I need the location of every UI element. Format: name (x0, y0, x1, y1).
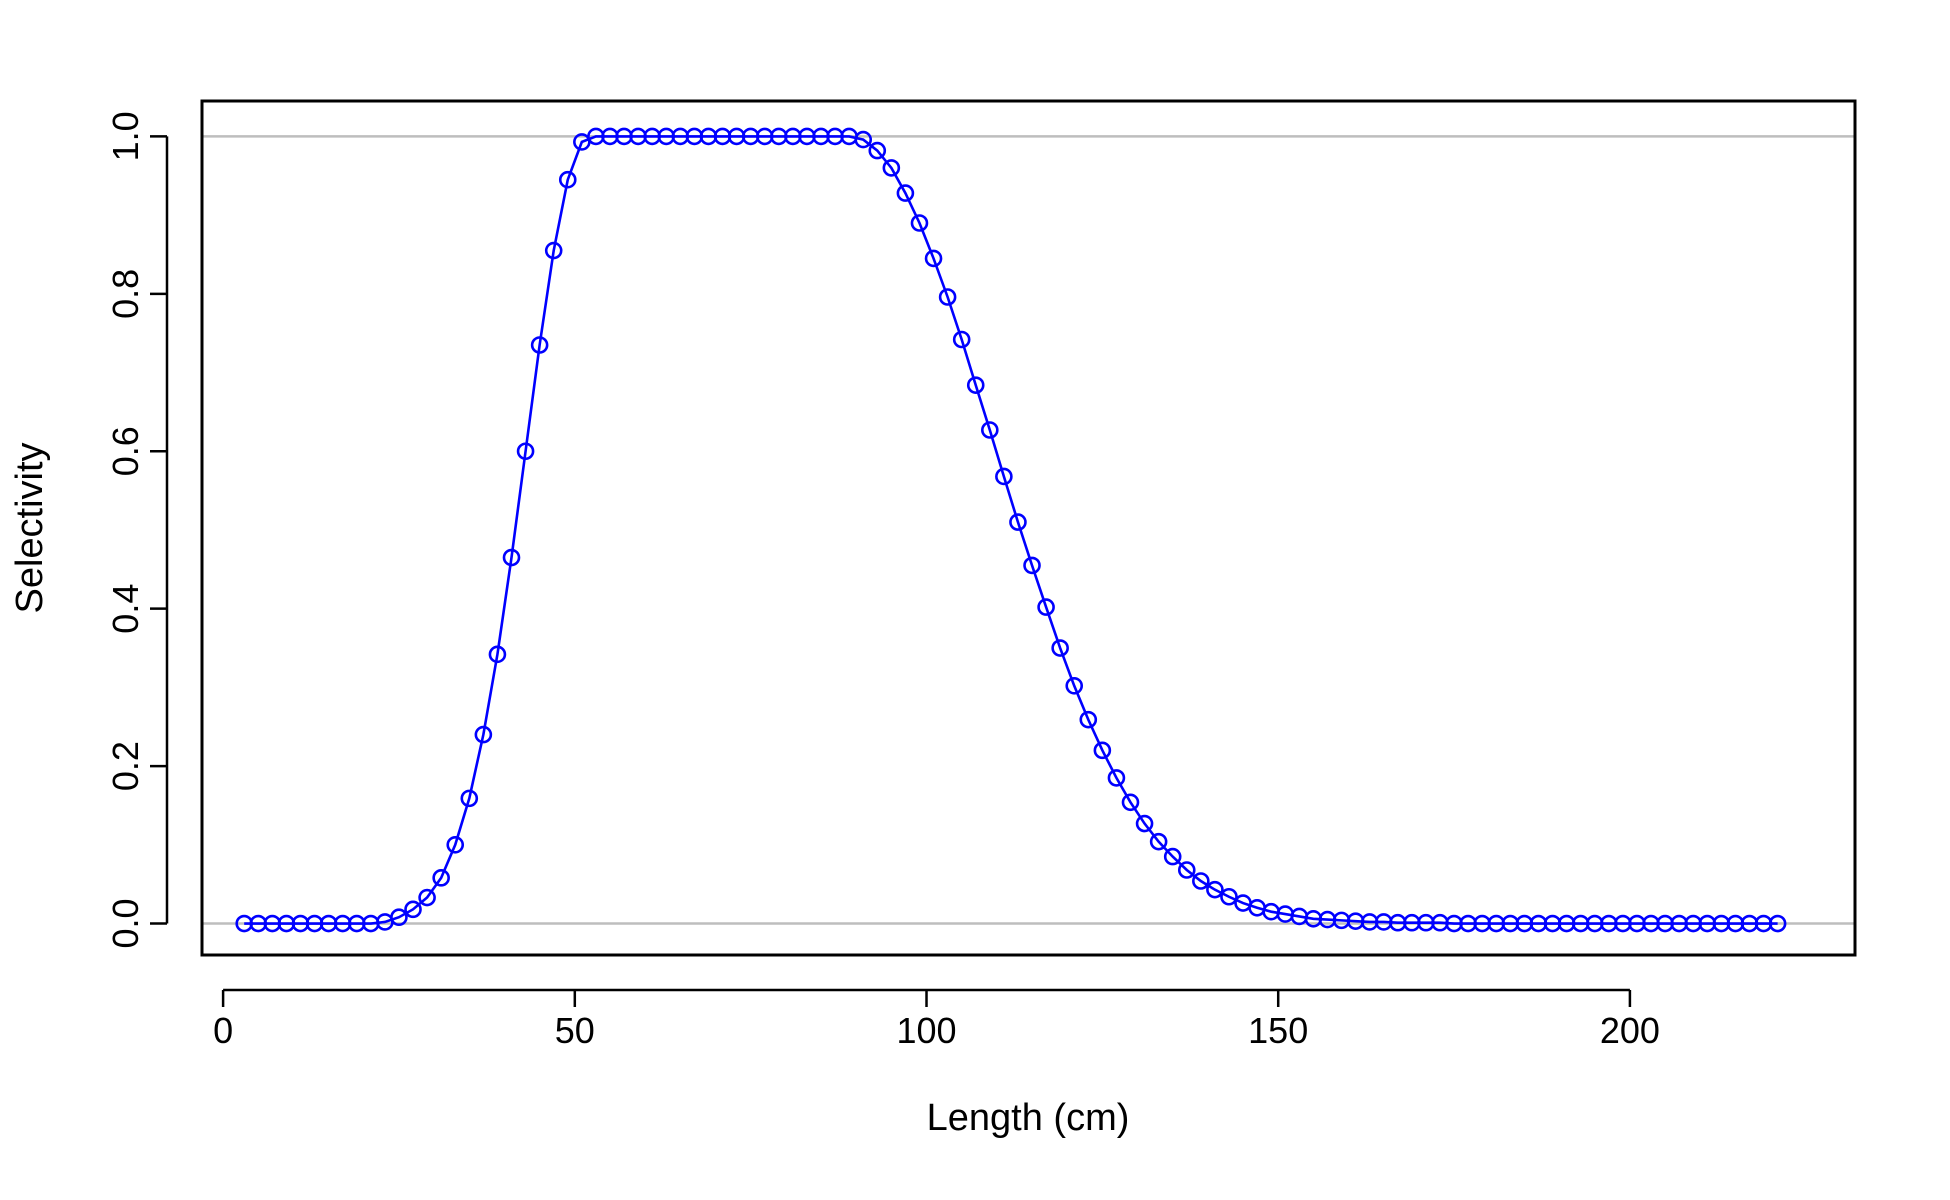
data-point (530, 336, 549, 354)
y-tick-label: 0.8 (105, 269, 146, 319)
data-point (1093, 741, 1112, 760)
y-tick-label: 0.4 (105, 584, 146, 634)
x-axis-label: Length (cm) (927, 1097, 1130, 1139)
data-point (854, 130, 873, 149)
series-line (244, 135, 1778, 925)
x-tick-label: 200 (1600, 1010, 1660, 1051)
data-point (1220, 887, 1238, 906)
data-point (1107, 769, 1126, 787)
data-point (544, 241, 563, 260)
data-point (938, 288, 957, 306)
data-point (404, 900, 422, 919)
data-point (882, 159, 901, 177)
y-tick-label: 1.0 (105, 111, 146, 161)
data-point (952, 330, 971, 349)
y-axis-label: Selectivity (9, 442, 51, 613)
data-point (1206, 880, 1224, 899)
data-point (1037, 598, 1055, 616)
x-tick-label: 100 (896, 1010, 956, 1051)
data-point (418, 888, 436, 907)
x-tick-label: 150 (1248, 1010, 1308, 1051)
data-point (1192, 872, 1210, 890)
data-point (502, 548, 521, 567)
x-tick-label: 50 (555, 1010, 595, 1051)
data-point (966, 376, 985, 394)
data-point (896, 184, 915, 202)
x-axis: 0 50 100 150 200 (213, 988, 1660, 1051)
data-point (924, 249, 943, 268)
y-tick-label: 0.2 (105, 741, 146, 791)
y-tick-label: 0.6 (105, 426, 146, 476)
series-layer (235, 127, 1787, 933)
data-point (1079, 710, 1098, 729)
data-point (868, 141, 887, 160)
data-point (1768, 914, 1787, 933)
data-point (1149, 832, 1168, 851)
y-tick-label: 0.0 (105, 898, 146, 948)
data-point (1135, 814, 1154, 833)
data-point (474, 725, 493, 744)
data-point (446, 836, 465, 854)
data-point (1163, 847, 1182, 866)
y-axis: 0.0 0.2 0.4 0.6 0.8 1.0 (105, 111, 169, 949)
x-tick-label: 0 (213, 1010, 233, 1051)
data-point (981, 421, 999, 439)
data-point (1023, 556, 1041, 575)
plot-area-border (200, 99, 1857, 957)
data-point (1177, 861, 1196, 879)
data-point (488, 645, 507, 664)
data-point (1051, 639, 1069, 657)
data-point (516, 442, 535, 461)
data-point (1009, 513, 1027, 531)
data-point (1065, 677, 1084, 695)
data-point (558, 170, 577, 189)
data-point (995, 467, 1013, 486)
data-point (460, 789, 479, 808)
data-point (910, 214, 929, 232)
data-point (432, 869, 450, 887)
data-point (390, 908, 408, 927)
reference-lines (202, 135, 1855, 925)
data-point (1121, 793, 1140, 812)
